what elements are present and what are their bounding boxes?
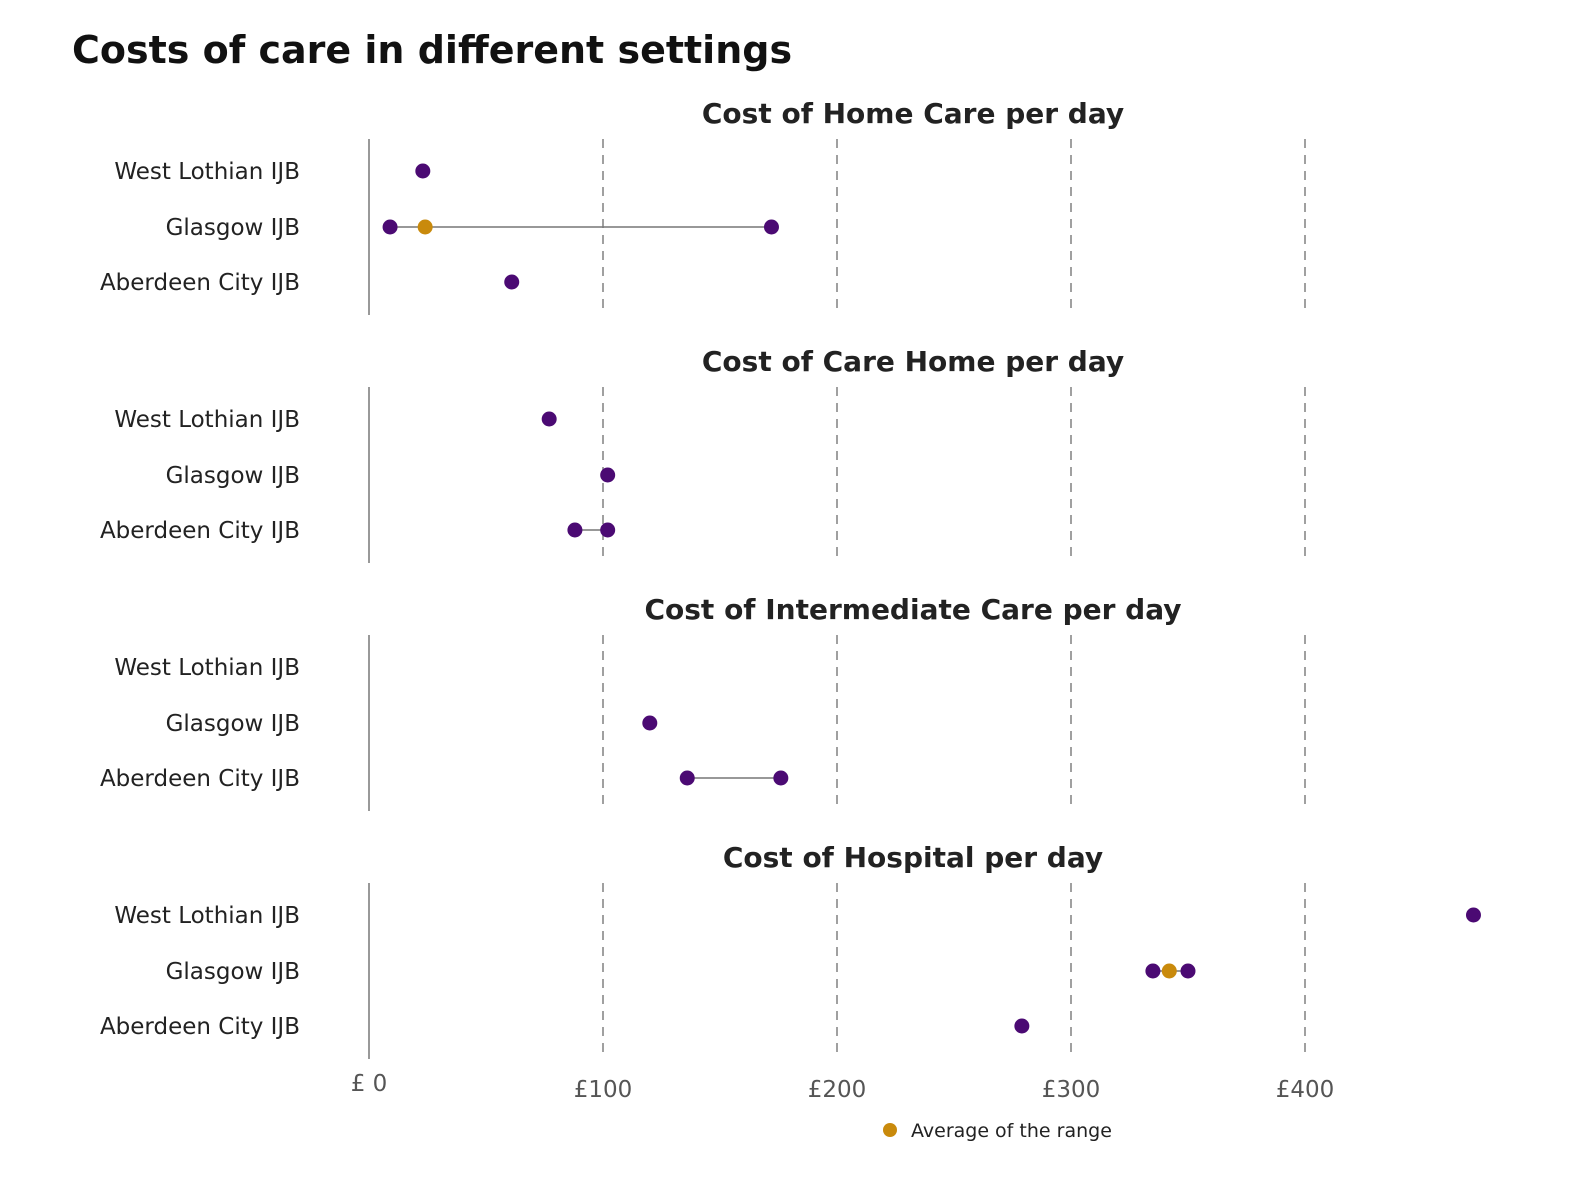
x-tick-label: £400 bbox=[1276, 1077, 1335, 1103]
average-point bbox=[417, 219, 433, 235]
average-point bbox=[1161, 963, 1177, 979]
facet-1: Cost of Home Care per day West Lothian IJ… bbox=[100, 97, 1306, 315]
x-tick-label: £200 bbox=[808, 1077, 867, 1103]
data-point bbox=[600, 522, 616, 538]
facet-title: Cost of Care Home per day bbox=[702, 345, 1124, 378]
chart-title: Costs of care in different settings bbox=[72, 28, 793, 72]
category-label: West Lothian IJB bbox=[114, 903, 300, 929]
category-label: Glasgow IJB bbox=[166, 463, 300, 489]
data-point bbox=[382, 219, 398, 235]
category-label: Aberdeen City IJB bbox=[100, 270, 300, 296]
data-point bbox=[679, 770, 695, 786]
data-point bbox=[1145, 963, 1161, 979]
category-label: Glasgow IJB bbox=[166, 959, 300, 985]
facet-title: Cost of Hospital per day bbox=[723, 841, 1103, 874]
facets-group: Cost of Home Care per day West Lothian IJ… bbox=[100, 97, 1481, 1059]
x-tick-label: £300 bbox=[1042, 1077, 1101, 1103]
data-point bbox=[1465, 907, 1481, 923]
category-label: Aberdeen City IJB bbox=[100, 1014, 300, 1040]
data-point bbox=[567, 522, 583, 538]
x-tick-label: £100 bbox=[574, 1077, 633, 1103]
data-point bbox=[1180, 963, 1196, 979]
facet-4: Cost of Hospital per day West Lothian IJB… bbox=[100, 841, 1481, 1059]
data-point bbox=[642, 715, 658, 731]
category-label: West Lothian IJB bbox=[114, 655, 300, 681]
facet-title: Cost of Intermediate Care per day bbox=[644, 593, 1181, 626]
legend-average-marker bbox=[883, 1123, 897, 1137]
data-point bbox=[773, 770, 789, 786]
legend-label: Average of the range bbox=[911, 1120, 1112, 1142]
legend: Average of the range bbox=[883, 1120, 1112, 1142]
category-label: Aberdeen City IJB bbox=[100, 518, 300, 544]
category-label: Glasgow IJB bbox=[166, 711, 300, 737]
x-axis: £ 0 £100 £200 £300 £400 bbox=[351, 1071, 1335, 1103]
category-label: Glasgow IJB bbox=[166, 215, 300, 241]
facet-2: Cost of Care Home per day West Lothian IJ… bbox=[100, 345, 1306, 563]
category-label: West Lothian IJB bbox=[114, 407, 300, 433]
x-tick-label: £ 0 bbox=[351, 1071, 388, 1097]
data-point bbox=[1014, 1018, 1030, 1034]
data-point bbox=[600, 467, 616, 483]
data-point bbox=[763, 219, 779, 235]
data-point bbox=[504, 274, 520, 290]
facet-3: Cost of Intermediate Care per day West Lo… bbox=[100, 593, 1306, 811]
category-label: Aberdeen City IJB bbox=[100, 766, 300, 792]
facet-title: Cost of Home Care per day bbox=[702, 97, 1124, 130]
category-label: West Lothian IJB bbox=[114, 159, 300, 185]
data-point bbox=[541, 411, 557, 427]
data-point bbox=[415, 163, 431, 179]
